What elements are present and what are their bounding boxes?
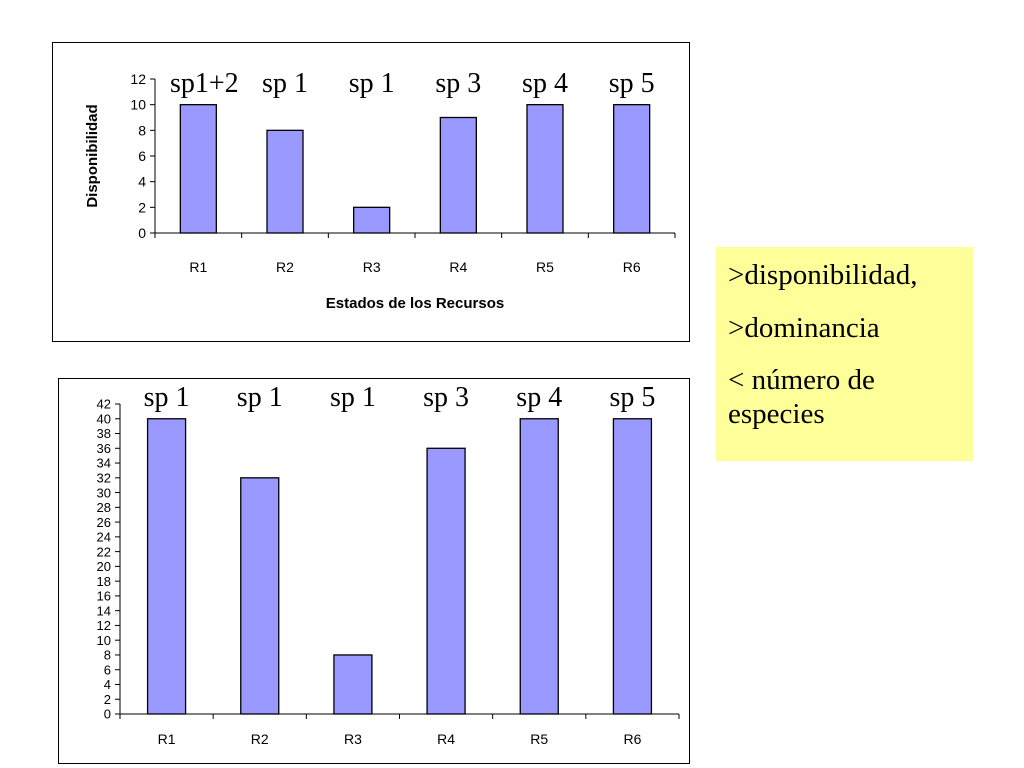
species-label: sp 5 — [609, 68, 655, 99]
y-tick-label: 16 — [97, 589, 111, 604]
x-tick-label: R6 — [623, 259, 641, 275]
x-axis-label: Estados de los Recursos — [326, 295, 504, 312]
y-tick-label: 14 — [97, 603, 111, 618]
y-tick-label: 28 — [97, 500, 111, 515]
bar-r5 — [526, 104, 564, 234]
bar-r4 — [426, 447, 466, 715]
y-tick-label: 10 — [97, 633, 111, 648]
y-tick-label: 36 — [97, 441, 111, 456]
y-tick-label: 24 — [97, 530, 111, 545]
y-tick-label: 22 — [97, 544, 111, 559]
bar-r5 — [519, 418, 559, 715]
y-tick-label: 4 — [138, 174, 146, 190]
bar-r2 — [240, 477, 280, 715]
y-tick-label: 12 — [97, 618, 111, 633]
note-line-dominance: >dominancia — [728, 311, 880, 344]
note-line-species-count: < número de especies — [728, 364, 875, 430]
note-line-availability: >disponibilidad, — [728, 259, 918, 291]
species-label: sp 4 — [522, 68, 568, 99]
x-tick-label: R4 — [437, 731, 455, 747]
chart-top-svg: 0 2 4 6 8 10 12 R1 sp1+2 R2 sp 1 R3 sp 1 R4 sp 3 R5 sp 4… — [84, 68, 676, 312]
y-tick-label: 38 — [97, 426, 111, 441]
y-tick-label: 6 — [104, 662, 111, 677]
bar-r3 — [333, 654, 373, 715]
x-tick-label: R5 — [536, 259, 554, 275]
species-label: sp 1 — [330, 382, 376, 413]
y-tick-label: 18 — [97, 574, 111, 589]
x-tick-label: R4 — [449, 259, 467, 275]
bar-r6 — [613, 104, 651, 234]
y-tick-label: 26 — [97, 515, 111, 530]
x-tick-label: R1 — [158, 731, 176, 747]
chart-top: 0 2 4 6 8 10 12 R1 sp1+2 R2 sp 1 R3 sp 1 R4 sp 3 R5 sp 4… — [52, 42, 690, 342]
x-tick-label: R3 — [344, 731, 362, 747]
x-tick-label: R2 — [251, 731, 269, 747]
y-tick-label: 2 — [104, 692, 111, 707]
y-tick-label: 20 — [97, 559, 111, 574]
y-tick-label: 30 — [97, 485, 111, 500]
y-tick-label: 40 — [97, 411, 111, 426]
species-label: sp 1 — [144, 382, 190, 413]
species-label: sp 1 — [262, 68, 308, 99]
y-tick-label: 4 — [104, 677, 111, 692]
bar-r6 — [612, 418, 653, 715]
chart-bottom: 0 2 4 6 8 10 12 14 16 18 20 22 24 26 28 30 32 34 36 38 40 42 R… — [58, 378, 690, 764]
species-label: sp 4 — [516, 382, 562, 413]
y-tick-label: 8 — [104, 648, 111, 663]
x-tick-label: R5 — [530, 731, 548, 747]
y-tick-label: 10 — [130, 97, 146, 113]
x-tick-label: R3 — [363, 259, 381, 275]
notes-box: >disponibilidad, >dominancia < número de… — [716, 247, 973, 461]
y-axis-label: Disponibilidad — [84, 104, 101, 207]
bar-r4 — [439, 116, 477, 234]
x-tick-label: R1 — [189, 259, 207, 275]
bar-r3 — [353, 206, 391, 234]
chart-bottom-svg: 024681012141618202224262830323436384042R… — [97, 382, 680, 747]
y-tick-label: 42 — [97, 397, 111, 412]
species-label: sp 1 — [349, 68, 395, 99]
bar-r1 — [179, 104, 217, 234]
species-label: sp1+2 — [170, 68, 239, 99]
species-label: sp 3 — [423, 382, 469, 413]
y-tick-label: 8 — [138, 122, 146, 138]
y-tick-label: 12 — [130, 71, 146, 87]
bar-r1 — [146, 418, 187, 715]
y-tick-label: 2 — [138, 199, 146, 215]
bar-r2 — [266, 129, 304, 234]
species-label: sp 1 — [237, 382, 283, 413]
x-tick-label: R2 — [276, 259, 294, 275]
y-tick-label: 0 — [138, 225, 146, 241]
y-tick-label: 6 — [138, 148, 146, 164]
y-tick-label: 34 — [97, 456, 111, 471]
y-tick-label: 32 — [97, 470, 111, 485]
x-tick-label: R6 — [623, 731, 641, 747]
y-tick-label: 0 — [104, 707, 111, 722]
species-label: sp 3 — [435, 68, 481, 99]
species-label: sp 5 — [609, 382, 655, 413]
